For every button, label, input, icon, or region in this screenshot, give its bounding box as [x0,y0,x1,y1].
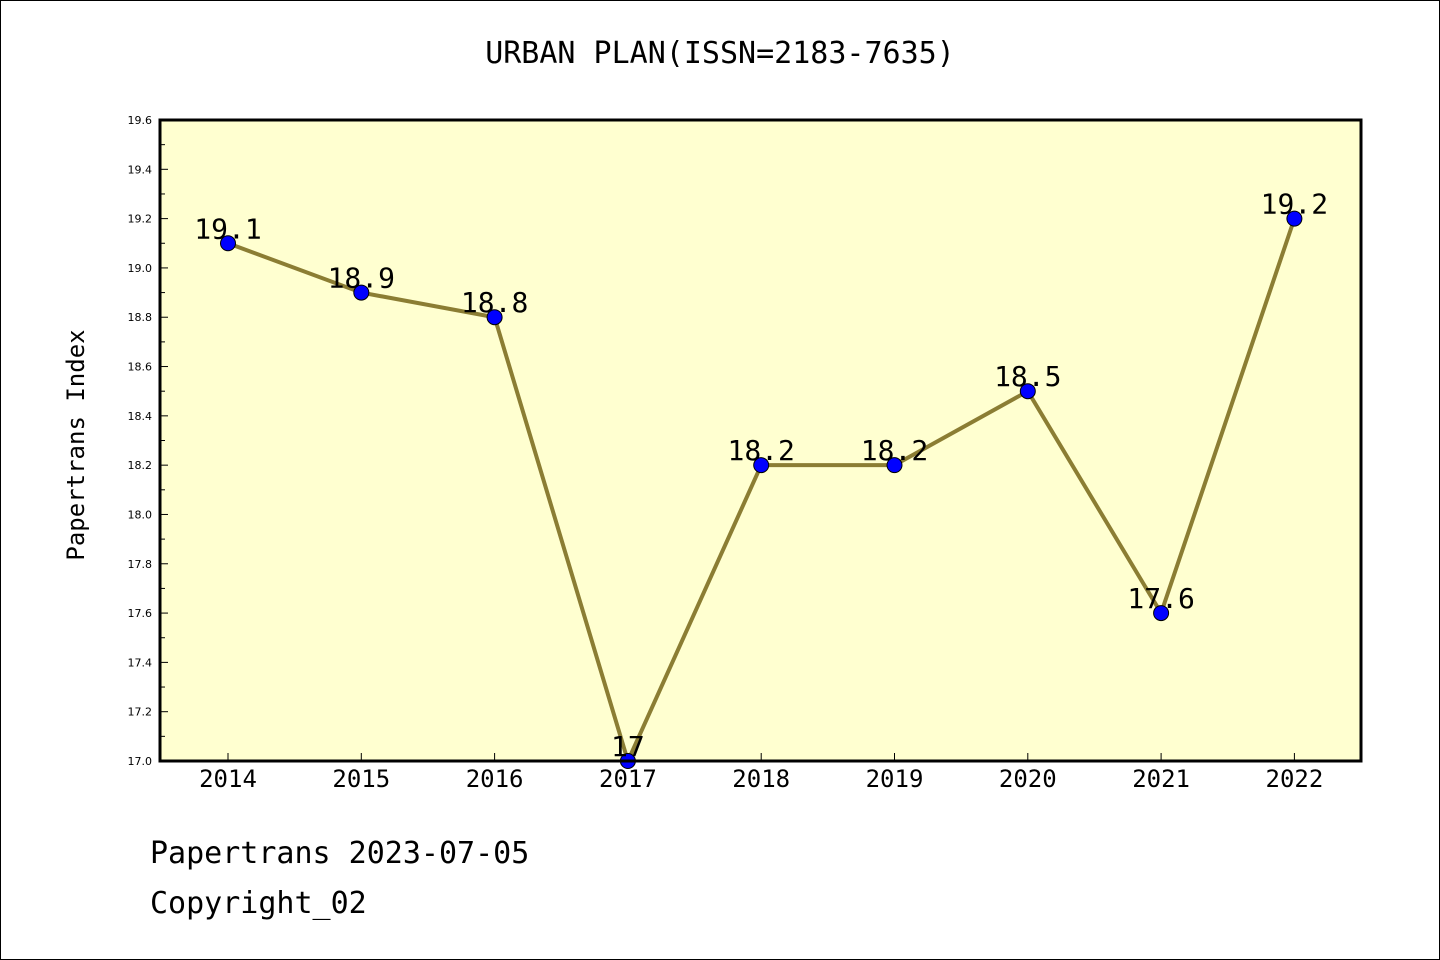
y-tick-label: 17.6 [128,607,153,620]
y-tick-label: 18.2 [128,459,153,472]
y-tick-label: 19.2 [128,213,153,226]
data-label: 18.2 [861,434,928,467]
y-tick-label: 17.8 [128,558,153,571]
plot-border [158,118,1363,763]
y-tick-label: 19.6 [128,114,153,127]
data-label: 18.8 [461,286,528,319]
data-label: 18.9 [328,262,395,295]
data-label: 18.2 [727,434,794,467]
data-point [886,457,903,474]
y-tick-label: 19.0 [128,262,153,275]
y-tick-label: 17.2 [128,706,153,719]
x-tick-label: 2020 [999,765,1057,793]
data-label: 19.1 [194,212,261,245]
data-label: 17 [611,730,645,763]
footer-date: Papertrans 2023-07-05 [150,836,530,871]
data-point [486,309,503,326]
x-tick-label: 2014 [199,765,257,793]
data-point [220,235,236,252]
data-point [1153,605,1170,622]
x-tick-label: 2015 [332,765,390,793]
y-tick-label: 18.6 [128,361,153,374]
y-tick-label: 18.0 [128,508,153,521]
plot-area [160,120,1361,761]
y-tick-label: 19.4 [128,163,153,176]
x-tick-label: 2022 [1266,765,1324,793]
y-tick-label: 17.4 [128,656,153,669]
x-tick-label: 2019 [866,765,924,793]
data-label: 18.5 [994,360,1061,393]
data-point [753,457,770,474]
y-tick-label: 17.0 [128,755,153,768]
data-point [353,284,370,301]
footer-copyright: Copyright_02 [150,886,367,921]
chart-title: URBAN PLAN(ISSN=2183-7635) [485,36,955,71]
data-label: 19.2 [1261,188,1328,221]
data-point [1286,210,1303,227]
y-tick-label: 18.4 [128,410,153,423]
data-label: 17.6 [1127,582,1194,615]
x-tick-label: 2018 [732,765,790,793]
y-tick-label: 18.8 [128,311,153,324]
x-tick-label: 2016 [466,765,524,793]
data-point [1019,383,1036,400]
x-tick-label: 2017 [599,765,657,793]
x-tick-label: 2021 [1132,765,1190,793]
